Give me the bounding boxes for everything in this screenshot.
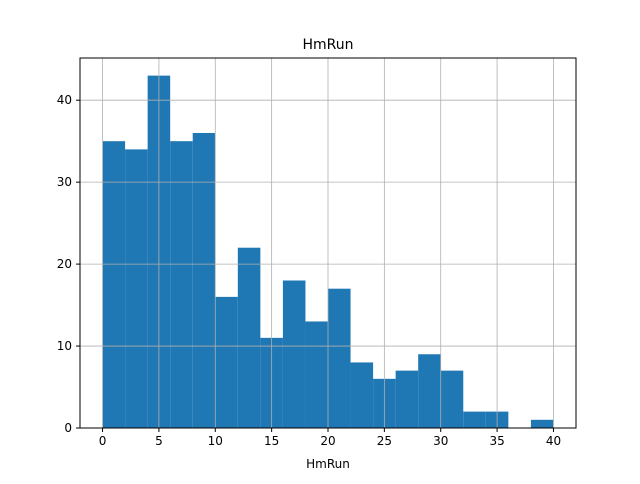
histogram-bar <box>125 149 148 428</box>
histogram-bar <box>350 362 374 428</box>
x-tick-label: 30 <box>433 434 448 448</box>
y-tick-label: 20 <box>57 257 72 271</box>
histogram-bar <box>170 141 193 429</box>
x-tick-label: 10 <box>208 434 223 448</box>
x-tick-label: 20 <box>320 434 335 448</box>
histogram-bar <box>463 411 486 428</box>
x-tick-label: 35 <box>489 434 504 448</box>
x-tick-label: 15 <box>264 434 279 448</box>
histogram-bar <box>530 419 554 428</box>
y-ticks-group: 0 10 20 30 40 <box>57 93 80 435</box>
x-ticks-group: 0 5 10 15 20 25 30 35 40 <box>99 428 561 448</box>
bars-group <box>102 75 554 429</box>
x-tick-label: 5 <box>155 434 163 448</box>
histogram-bar <box>305 321 328 428</box>
histogram-bar <box>282 280 306 428</box>
y-tick-label: 0 <box>64 421 72 435</box>
histogram-bar <box>440 370 464 428</box>
histogram-bar <box>418 354 441 428</box>
y-tick-label: 40 <box>57 93 72 107</box>
chart-title: HmRun <box>302 37 353 53</box>
histogram-bar <box>215 296 238 428</box>
histogram-bar <box>237 247 261 428</box>
y-tick-label: 30 <box>57 175 72 189</box>
histogram-bar <box>102 141 126 429</box>
x-tick-label: 40 <box>546 434 561 448</box>
histogram-bar <box>192 132 216 428</box>
x-axis-label: HmRun <box>306 457 350 471</box>
x-tick-label: 0 <box>99 434 107 448</box>
y-tick-label: 10 <box>57 339 72 353</box>
histogram-bar <box>395 370 419 428</box>
histogram-bar <box>328 288 351 428</box>
x-tick-label: 25 <box>377 434 392 448</box>
